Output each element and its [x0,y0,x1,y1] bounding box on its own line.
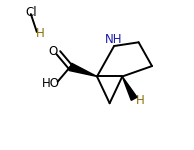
Text: H: H [135,94,144,107]
Text: HO: HO [42,77,60,90]
Text: O: O [48,45,57,58]
Polygon shape [69,63,97,76]
Polygon shape [122,76,137,100]
Text: NH: NH [105,33,122,46]
Text: H: H [36,27,45,40]
Text: Cl: Cl [26,6,37,19]
